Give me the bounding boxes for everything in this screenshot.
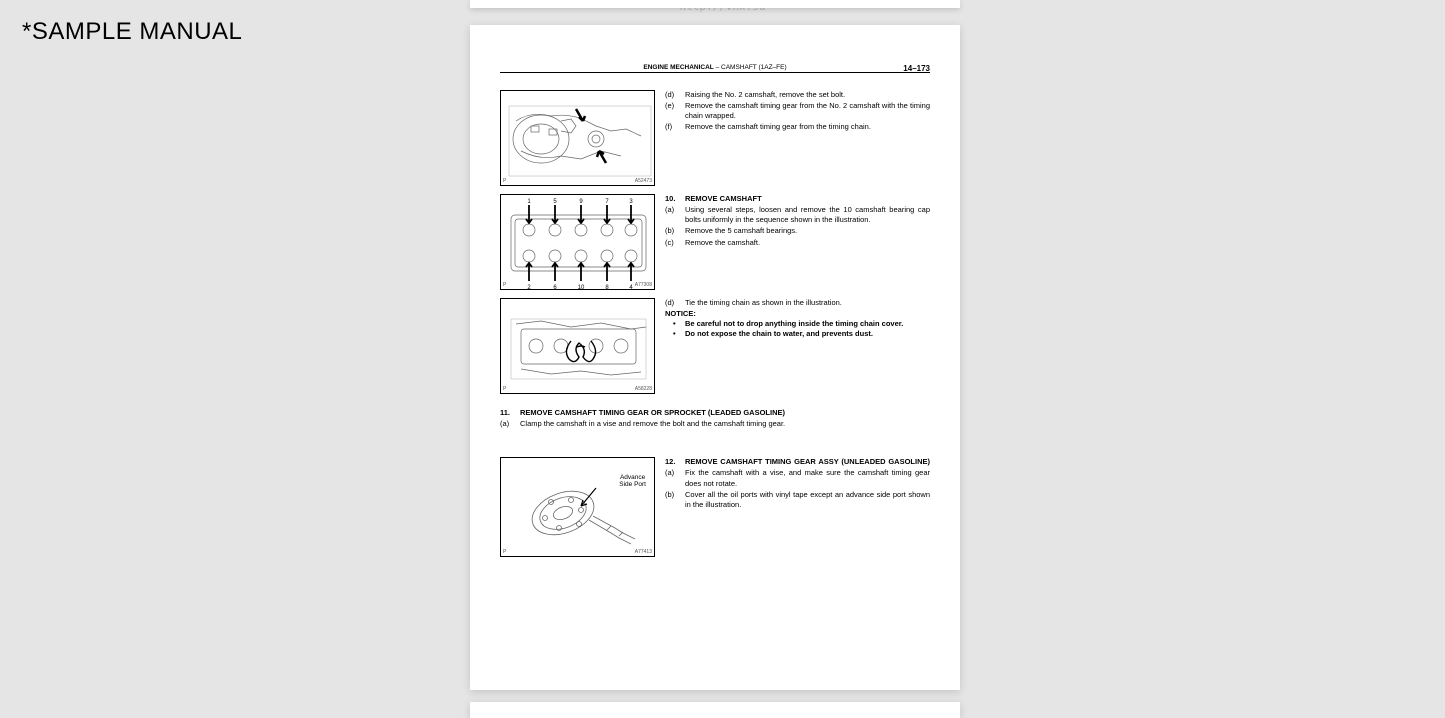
- step-10-head: 10.REMOVE CAMSHAFT: [665, 194, 930, 204]
- figure-1: P A52473: [500, 90, 655, 186]
- step-12-t: REMOVE CAMSHAFT TIMING GEAR ASSY (UNLEAD…: [685, 457, 930, 467]
- step-12a: (a)Fix the camshaft with a vise, and mak…: [665, 468, 930, 488]
- fig3-id: A58228: [635, 386, 652, 392]
- manual-page: 14–173 ENGINE MECHANICAL – CAMSHAFT (1AZ…: [470, 25, 960, 690]
- step-1f-t: Remove the camshaft timing gear from the…: [685, 122, 930, 132]
- step-1e-t: Remove the camshaft timing gear from the…: [685, 101, 930, 121]
- notice-label: NOTICE:: [665, 309, 930, 319]
- prev-page-sliver: [470, 0, 960, 8]
- fig3-p: P: [503, 386, 506, 392]
- step-12b-l: (b): [665, 490, 685, 510]
- step-1d-t: Raising the No. 2 camshaft, remove the s…: [685, 90, 930, 100]
- step-11a-l: (a): [500, 419, 520, 429]
- section-4: 11.REMOVE CAMSHAFT TIMING GEAR OR SPROCK…: [500, 408, 930, 429]
- step-1d-l: (d): [665, 90, 685, 100]
- step-10b-l: (b): [665, 226, 685, 236]
- step-12b: (b)Cover all the oil ports with vinyl ta…: [665, 490, 930, 510]
- fig2-id: A77308: [635, 282, 652, 288]
- step-10c-t: Remove the camshaft.: [685, 238, 930, 248]
- sample-manual-label: *SAMPLE MANUAL: [22, 18, 242, 46]
- fig2-p: P: [503, 282, 506, 288]
- next-page-sliver: [470, 702, 960, 718]
- section-3-text: (d)Tie the timing chain as shown in the …: [665, 298, 930, 394]
- bolt-num-9: 9: [579, 199, 583, 205]
- step-11-n: 11.: [500, 408, 520, 418]
- bolt-num-4: 4: [629, 285, 633, 290]
- fig1-p: P: [503, 178, 506, 184]
- step-12-head: 12.REMOVE CAMSHAFT TIMING GEAR ASSY (UNL…: [665, 457, 930, 467]
- step-1f-l: (f): [665, 122, 685, 132]
- figure-3: P A58228: [500, 298, 655, 394]
- step-1f: (f)Remove the camshaft timing gear from …: [665, 122, 930, 132]
- bolt-num-10: 10: [578, 285, 585, 290]
- fig1-id: A52473: [635, 178, 652, 184]
- step-10a: (a)Using several steps, loosen and remov…: [665, 205, 930, 225]
- section-3: P A58228 (d)Tie the timing chain as show…: [500, 298, 930, 394]
- notice-b1-t: Be careful not to drop anything inside t…: [685, 319, 930, 329]
- engine-diagram-1-svg: [501, 91, 655, 186]
- step-11-t: REMOVE CAMSHAFT TIMING GEAR OR SPROCKET …: [520, 408, 930, 418]
- bolt-num-7: 7: [605, 199, 609, 205]
- fig5-p: P: [503, 549, 506, 555]
- step-10c: (c)Remove the camshaft.: [665, 238, 930, 248]
- timing-chain-tie-svg: [501, 299, 655, 394]
- step-3d: (d)Tie the timing chain as shown in the …: [665, 298, 930, 308]
- section-2: 1 5 9 7 3 2 6 10 8 4 P A77308 10.REMOVE …: [500, 194, 930, 290]
- section-5-text: 12.REMOVE CAMSHAFT TIMING GEAR ASSY (UNL…: [665, 457, 930, 557]
- section-1-text: (d)Raising the No. 2 camshaft, remove th…: [665, 90, 930, 186]
- bolt-num-6: 6: [553, 285, 557, 290]
- notice-b1: •Be careful not to drop anything inside …: [673, 319, 930, 329]
- notice-b2: •Do not expose the chain to water, and p…: [673, 329, 930, 339]
- step-10b-t: Remove the 5 camshaft bearings.: [685, 226, 930, 236]
- section-1: P A52473 (d)Raising the No. 2 camshaft, …: [500, 90, 930, 186]
- bolt-num-5: 5: [553, 199, 557, 205]
- cylinder-head-diagram-svg: 1 5 9 7 3 2 6 10 8 4: [501, 195, 655, 290]
- advance-1: Advance: [620, 474, 645, 481]
- bullet-1-icon: •: [673, 319, 685, 329]
- step-11a-t: Clamp the camshaft in a vise and remove …: [520, 419, 930, 429]
- page-number: 14–173: [903, 64, 930, 73]
- step-10b: (b)Remove the 5 camshaft bearings.: [665, 226, 930, 236]
- step-1d: (d)Raising the No. 2 camshaft, remove th…: [665, 90, 930, 100]
- header-section: ENGINE MECHANICAL: [643, 64, 713, 71]
- bolt-num-1: 1: [527, 199, 531, 205]
- step-11-head: 11.REMOVE CAMSHAFT TIMING GEAR OR SPROCK…: [500, 408, 930, 418]
- step-10a-t: Using several steps, loosen and remove t…: [685, 205, 930, 225]
- step-3d-l: (d): [665, 298, 685, 308]
- header-rule: [500, 72, 930, 73]
- figure-2: 1 5 9 7 3 2 6 10 8 4 P A77308: [500, 194, 655, 290]
- advance-2: Side Port: [619, 481, 646, 488]
- step-3d-t: Tie the timing chain as shown in the ill…: [685, 298, 930, 308]
- step-10c-l: (c): [665, 238, 685, 248]
- notice-b2-t: Do not expose the chain to water, and pr…: [685, 329, 930, 339]
- bolt-num-3: 3: [629, 199, 633, 205]
- step-12b-t: Cover all the oil ports with vinyl tape …: [685, 490, 930, 510]
- figure-5: Advance Side Port P A77413: [500, 457, 655, 557]
- step-10-t: REMOVE CAMSHAFT: [685, 194, 930, 204]
- header-sub: CAMSHAFT (1AZ–FE): [721, 64, 787, 71]
- step-12a-t: Fix the camshaft with a vise, and make s…: [685, 468, 930, 488]
- advance-port-label: Advance Side Port: [619, 474, 646, 488]
- step-1e: (e)Remove the camshaft timing gear from …: [665, 101, 930, 121]
- bolt-num-8: 8: [605, 285, 609, 290]
- step-12-n: 12.: [665, 457, 685, 467]
- bullet-2-icon: •: [673, 329, 685, 339]
- page-header: 14–173 ENGINE MECHANICAL – CAMSHAFT (1AZ…: [500, 64, 930, 82]
- step-1e-l: (e): [665, 101, 685, 121]
- header-dash: –: [714, 64, 721, 71]
- fig5-id: A77413: [635, 549, 652, 555]
- bolt-num-2: 2: [527, 285, 531, 290]
- section-5: Advance Side Port P A77413 12.REMOVE CAM…: [500, 457, 930, 557]
- step-12a-l: (a): [665, 468, 685, 488]
- section-2-text: 10.REMOVE CAMSHAFT (a)Using several step…: [665, 194, 930, 290]
- camshaft-gear-assy-svg: [501, 458, 655, 557]
- step-11a: (a)Clamp the camshaft in a vise and remo…: [500, 419, 930, 429]
- header-title: ENGINE MECHANICAL – CAMSHAFT (1AZ–FE): [500, 64, 930, 71]
- step-10a-l: (a): [665, 205, 685, 225]
- step-10-n: 10.: [665, 194, 685, 204]
